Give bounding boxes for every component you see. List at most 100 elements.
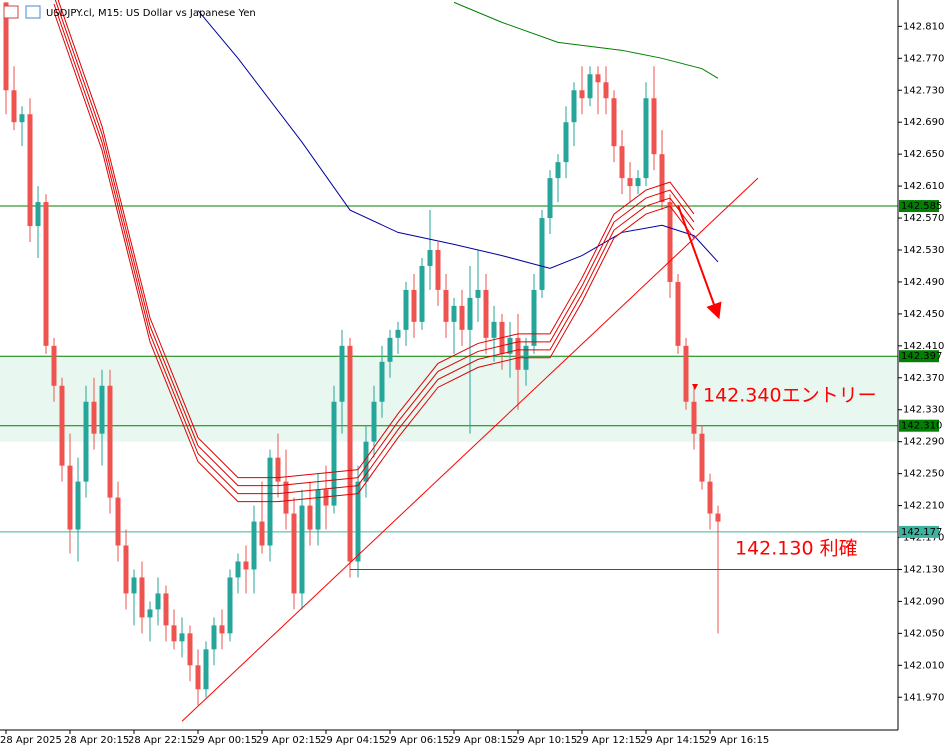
candle-body xyxy=(403,289,409,330)
candle-body xyxy=(635,178,641,187)
y-tick-label: 142.570 xyxy=(903,213,944,224)
annotation: 142.340エントリー xyxy=(703,385,877,407)
candle-body xyxy=(11,90,17,123)
candle-body xyxy=(571,90,577,123)
candle-body xyxy=(651,98,657,155)
candle-body xyxy=(307,505,313,530)
candle-body xyxy=(99,385,105,434)
candle-body xyxy=(539,218,545,290)
icon xyxy=(25,5,41,19)
level-label: 142.585 xyxy=(901,201,942,212)
candle-body xyxy=(467,297,473,330)
indicator-line xyxy=(181,177,759,722)
candle-body xyxy=(595,74,601,83)
candle-body xyxy=(171,625,177,642)
y-tick-label: 142.650 xyxy=(903,149,944,160)
candle-body xyxy=(211,625,217,650)
y-tick-label: 142.730 xyxy=(903,85,944,96)
indicator-line xyxy=(53,11,695,503)
candle-body xyxy=(259,521,265,546)
candle-body xyxy=(147,609,153,618)
candle-body xyxy=(235,561,241,578)
candle-body xyxy=(299,505,305,594)
candle-body xyxy=(275,457,281,482)
candle-body xyxy=(443,289,449,322)
indicator-line xyxy=(53,3,695,495)
candle-body xyxy=(715,513,721,522)
candle-body xyxy=(203,649,209,690)
candle-body xyxy=(619,146,625,179)
candle-body xyxy=(475,289,481,298)
candle-body xyxy=(563,122,569,163)
x-tick-label: 29 Apr 02:15 xyxy=(256,735,321,746)
candle-body xyxy=(659,154,665,203)
candle-body xyxy=(323,489,329,506)
candle-body xyxy=(667,202,673,282)
candle-body xyxy=(675,281,681,346)
level-box xyxy=(899,350,939,363)
y-tick-label: 142.290 xyxy=(903,437,944,448)
header: USDJPY.cl, M15: US Dollar vs Japanese Ye… xyxy=(3,5,256,19)
candle-body xyxy=(555,162,561,179)
candle-body xyxy=(331,401,337,506)
candle-body xyxy=(283,481,289,514)
candle-body xyxy=(611,98,617,147)
candle-body xyxy=(35,202,41,227)
candle-body xyxy=(579,90,585,99)
candle-body xyxy=(83,401,89,482)
indicator-line xyxy=(197,10,719,269)
y-tick-label: 142.490 xyxy=(903,277,944,288)
y-tick-label: 142.090 xyxy=(903,596,944,607)
candle-body xyxy=(219,625,225,634)
chart-title: USDJPY.cl, M15: US Dollar vs Japanese Ye… xyxy=(46,8,256,19)
entry-marker xyxy=(692,384,698,390)
y-tick-label: 142.530 xyxy=(903,245,944,256)
y-tick-label: 142.250 xyxy=(903,469,944,480)
indicator-line xyxy=(57,0,695,479)
arrow xyxy=(677,204,722,320)
candle-body xyxy=(355,481,361,562)
candle-body xyxy=(395,329,401,338)
level-label: 142.177 xyxy=(901,527,942,538)
x-tick-label: 29 Apr 16:15 xyxy=(704,735,769,746)
candle-body xyxy=(547,178,553,219)
candle-body xyxy=(179,633,185,642)
candle-body xyxy=(91,401,97,434)
candle-body xyxy=(587,74,593,99)
level-box xyxy=(899,200,939,213)
x-tick-label: 29 Apr 00:15 xyxy=(192,735,257,746)
level-box xyxy=(899,525,939,538)
y-tick-label: 142.810 xyxy=(903,21,944,32)
candle-body xyxy=(115,497,121,546)
candle-body xyxy=(187,633,193,666)
x-tick-label: 29 Apr 10:15 xyxy=(512,735,577,746)
y-tick-label: 142.210 xyxy=(903,501,944,512)
candle-body xyxy=(315,489,321,530)
x-tick-label: 29 Apr 12:15 xyxy=(576,735,641,746)
candle-body xyxy=(347,345,353,562)
candle-body xyxy=(3,2,9,91)
y-tick-label: 142.770 xyxy=(903,53,944,64)
x-tick-label: 28 Apr 2025 xyxy=(0,735,62,746)
y-tick-label: 142.450 xyxy=(903,309,944,320)
candle-body xyxy=(243,561,249,570)
y-tick-label: 142.410 xyxy=(903,341,944,352)
candle-body xyxy=(451,305,457,322)
candle-body xyxy=(643,98,649,179)
candle-body xyxy=(603,82,609,99)
candle-body xyxy=(291,513,297,594)
candle-body xyxy=(387,337,393,362)
candle-body xyxy=(131,577,137,594)
candle-body xyxy=(459,305,465,330)
candle-body xyxy=(707,481,713,514)
zone xyxy=(0,356,898,442)
candle-body xyxy=(123,545,129,594)
indicator-line xyxy=(54,0,695,487)
candle-body xyxy=(691,401,697,434)
y-tick-label: 141.970 xyxy=(903,692,944,703)
candle-body xyxy=(155,593,161,610)
candle-body xyxy=(419,265,425,322)
y-tick-label: 142.050 xyxy=(903,628,944,639)
candle-body xyxy=(51,345,57,386)
candle-body xyxy=(683,345,689,402)
